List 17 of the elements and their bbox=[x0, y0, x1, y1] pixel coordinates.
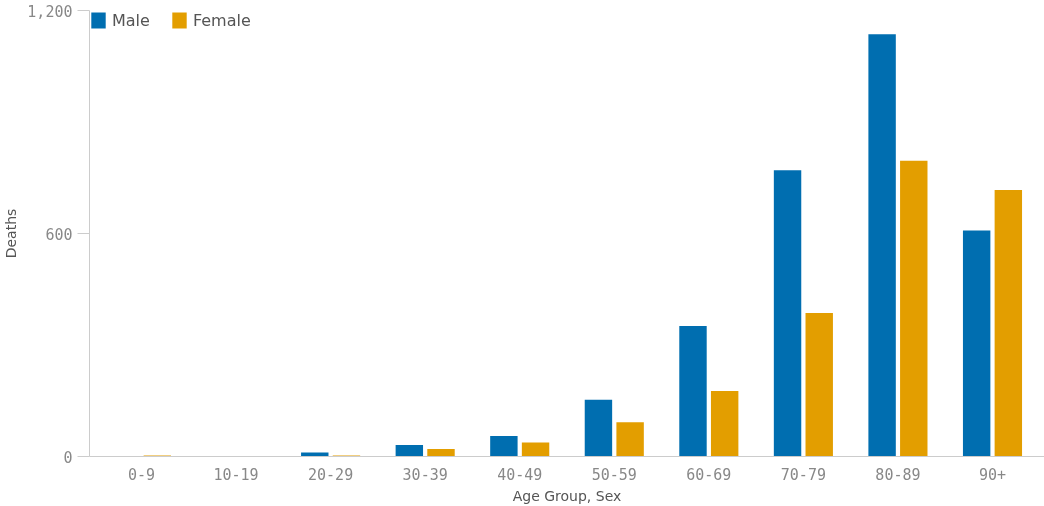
x-tick-label: 0-9 bbox=[127, 465, 156, 484]
x-tick-label: 20-29 bbox=[308, 465, 354, 484]
x-tick-label: 60-69 bbox=[686, 465, 732, 484]
legend-label: Female bbox=[192, 10, 251, 30]
x-tick-label: 40-49 bbox=[497, 465, 543, 484]
x-tick-label: 30-39 bbox=[402, 465, 448, 484]
x-axis-title: Age Group, Sex bbox=[512, 487, 622, 504]
y-axis-title: Deaths bbox=[3, 208, 20, 259]
x-tick-label: 10-19 bbox=[213, 465, 259, 484]
x-tick-label: 80-89 bbox=[875, 465, 921, 484]
x-tick-label: 70-79 bbox=[780, 465, 826, 484]
x-tick-label: 90+ bbox=[978, 465, 1007, 484]
x-tick-label: 50-59 bbox=[591, 465, 637, 484]
y-tick-label: 600 bbox=[45, 225, 73, 244]
y-tick-label: 1,200 bbox=[27, 2, 73, 21]
y-tick-label: 0 bbox=[63, 448, 73, 467]
legend-label: Male bbox=[112, 10, 150, 30]
